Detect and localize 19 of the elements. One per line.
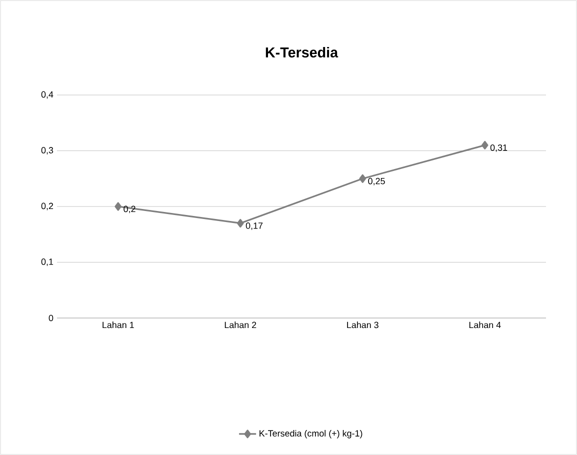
point <box>236 218 244 228</box>
data-label: 0,17 <box>246 222 263 230</box>
x-tick-label: Lahan 1 <box>102 322 134 328</box>
y-tick-label: 0,3 <box>41 147 54 154</box>
y-tick-label: 0,1 <box>41 258 54 266</box>
legend-label: K-Tersedia (cmol (+) kg-1) <box>260 430 362 438</box>
y-tick-label: 0,4 <box>41 91 54 99</box>
y-tick-label: 0,2 <box>41 202 54 210</box>
point <box>114 202 122 211</box>
data-label: 0,31 <box>490 144 508 152</box>
chart-title: K-Tersedia <box>266 46 338 58</box>
point <box>359 174 366 183</box>
data-label: 0,2 <box>124 206 136 214</box>
x-tick-label: Lahan 2 <box>224 322 256 328</box>
x-tick-label: Lahan 4 <box>469 322 501 328</box>
data-label: 0,25 <box>368 178 385 186</box>
point <box>481 140 488 150</box>
y-tick-label: 0 <box>48 314 54 322</box>
x-tick-label: Lahan 3 <box>347 322 378 328</box>
